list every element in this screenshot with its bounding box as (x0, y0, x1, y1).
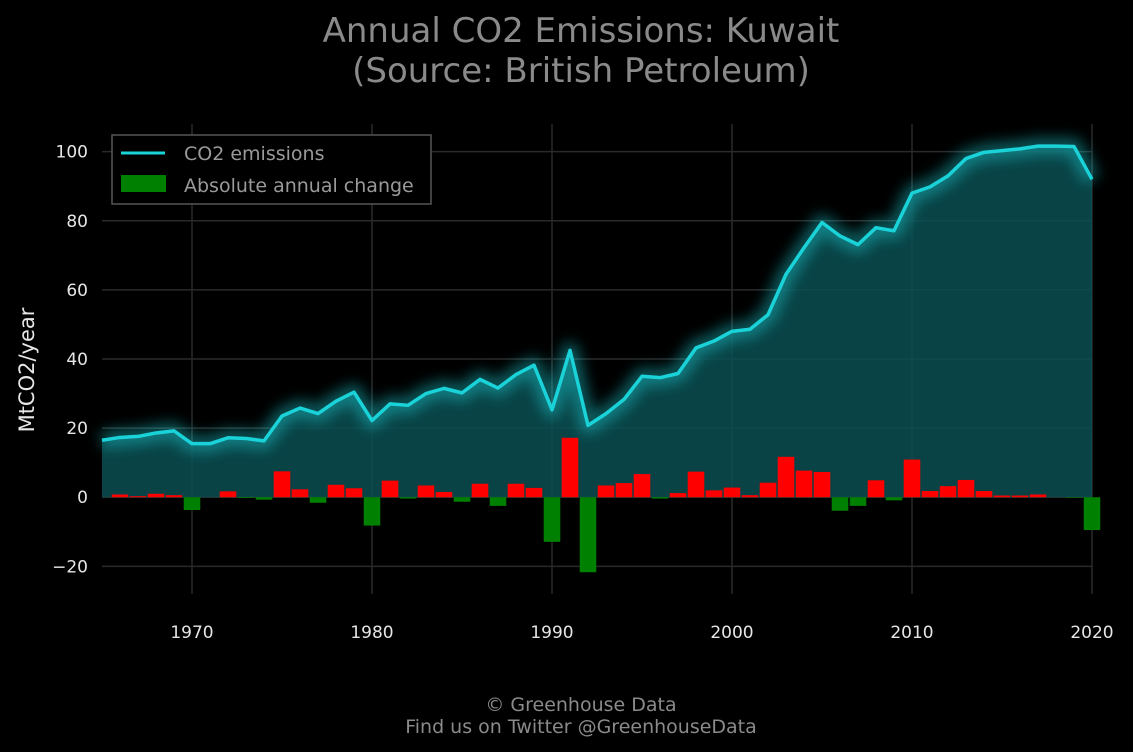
chart-title: Annual CO2 Emissions: Kuwait (323, 11, 840, 51)
footer-copyright: © Greenhouse Data (485, 694, 676, 716)
legend-box (111, 134, 432, 205)
bar (147, 493, 165, 498)
bar (471, 483, 489, 498)
bar (111, 494, 129, 498)
y-tick-label: 60 (66, 281, 88, 301)
bar (579, 497, 597, 573)
y-tick-label: 40 (66, 350, 88, 370)
bar (507, 483, 525, 498)
bar (129, 496, 147, 498)
bar (1065, 497, 1083, 498)
bar (435, 492, 453, 498)
legend-bar-swatch (121, 175, 166, 192)
x-tick-label: 2010 (890, 623, 933, 643)
x-tick-label: 1990 (530, 623, 573, 643)
bar (723, 487, 741, 498)
bar (939, 486, 957, 498)
y-axis-ticks: 100 80 60 40 20 0 −20 (52, 143, 88, 578)
bar (399, 497, 417, 499)
bar (1011, 495, 1029, 498)
bar (651, 497, 669, 499)
emissions-area (102, 146, 1092, 498)
bar (903, 459, 921, 498)
bar (741, 495, 759, 498)
bar (237, 497, 255, 498)
bar (849, 497, 867, 506)
bar-layer (111, 437, 1101, 573)
bar (777, 456, 795, 498)
bar (669, 493, 687, 498)
legend: CO2 emissions Absolute annual change (111, 134, 432, 205)
bar (561, 437, 579, 498)
y-tick-label: 100 (56, 143, 88, 163)
x-axis-ticks: 1970 1980 1990 2000 2010 2020 (170, 623, 1113, 643)
bar (1083, 497, 1101, 531)
y-tick-label: 0 (77, 488, 88, 508)
area-fill-layer (102, 146, 1092, 498)
bar (219, 491, 237, 498)
bar (1029, 494, 1047, 498)
bar (345, 488, 363, 498)
bar (687, 471, 705, 498)
bar (831, 497, 849, 511)
bar (255, 497, 273, 500)
bar (489, 497, 507, 506)
bar (705, 490, 723, 498)
x-tick-label: 1980 (350, 623, 393, 643)
line-layer (100, 138, 1100, 452)
bar (543, 497, 561, 542)
bar (273, 471, 291, 498)
bar (795, 470, 813, 498)
bar (597, 485, 615, 498)
bar (453, 497, 471, 502)
bar (975, 491, 993, 498)
chart-subtitle: (Source: British Petroleum) (352, 51, 810, 91)
bar (381, 480, 399, 498)
bar (813, 472, 831, 498)
x-tick-label: 1970 (170, 623, 213, 643)
footer-twitter: Find us on Twitter @GreenhouseData (405, 716, 757, 738)
bar (885, 497, 903, 501)
legend-label-co2: CO2 emissions (184, 143, 324, 165)
bar (615, 483, 633, 498)
emissions-line (101, 144, 1094, 446)
bar (921, 491, 939, 498)
y-tick-label: 80 (66, 212, 88, 232)
legend-label-change: Absolute annual change (184, 175, 414, 197)
x-tick-label: 2000 (710, 623, 753, 643)
y-tick-label: 20 (66, 419, 88, 439)
bar (633, 474, 651, 498)
bar (417, 485, 435, 498)
bar (525, 487, 543, 498)
bar (309, 497, 327, 503)
bar (165, 495, 183, 498)
bar (327, 484, 345, 498)
bar (363, 497, 381, 526)
bar (867, 480, 885, 498)
bar (957, 479, 975, 498)
bar (993, 495, 1011, 498)
y-tick-label: −20 (52, 557, 88, 577)
bar (291, 489, 309, 498)
bar (759, 482, 777, 498)
x-tick-label: 2020 (1070, 623, 1113, 643)
bar (183, 497, 201, 511)
y-axis-label: MtCO2/year (15, 307, 39, 432)
